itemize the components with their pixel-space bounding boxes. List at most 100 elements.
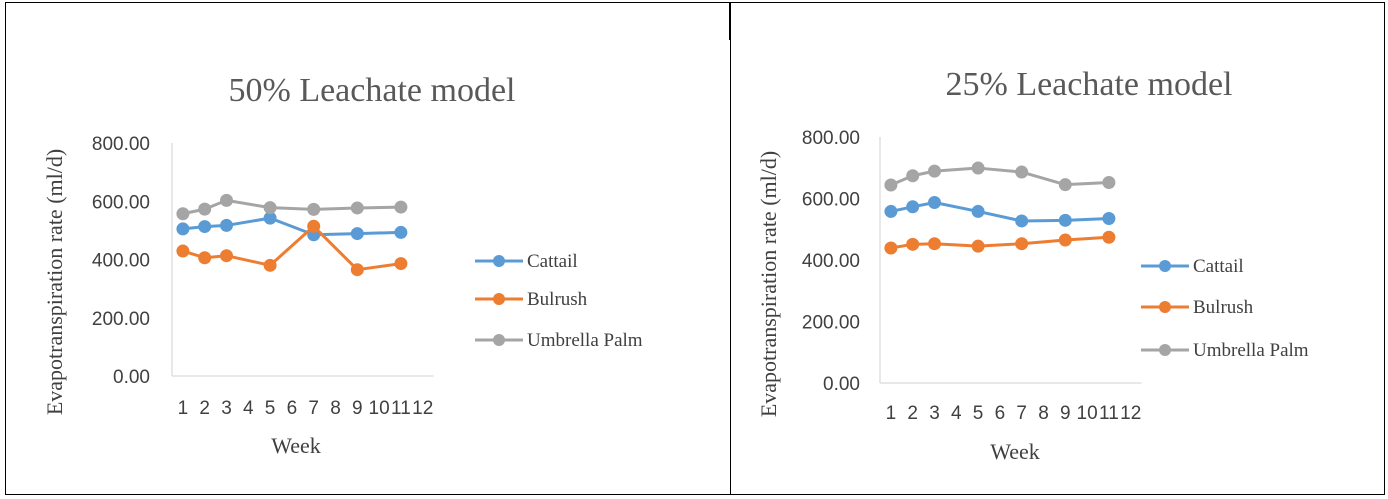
x-tick-label: 6 <box>287 398 298 419</box>
data-point <box>1015 237 1029 251</box>
series-line <box>890 235 1109 250</box>
data-point <box>906 169 920 183</box>
left-cell-border <box>5 2 731 495</box>
legend-swatch-marker <box>493 334 505 346</box>
data-point <box>198 220 212 234</box>
y-tick-label: 0.00 <box>823 374 860 395</box>
x-tick-label: 4 <box>243 398 254 419</box>
data-point <box>394 257 408 271</box>
y-tick-label: 0.00 <box>113 367 150 388</box>
x-axis-label: Week <box>990 439 1040 464</box>
legend-label: Umbrella Palm <box>1193 340 1309 361</box>
data-point <box>1102 176 1116 190</box>
legend-label: Bulrush <box>1193 297 1254 318</box>
series-line <box>890 200 1109 223</box>
y-axis-label: Evapotranspiration rate (ml/d) <box>756 151 781 417</box>
y-axis-label: Evapotranspiration rate (ml/d) <box>42 149 67 415</box>
x-tick-label: 2 <box>199 398 210 419</box>
cell-divider <box>729 2 731 40</box>
series-layer <box>884 161 1116 255</box>
x-tick-label: 12 <box>412 398 433 419</box>
y-tick-label: 200.00 <box>802 313 860 334</box>
series-line <box>890 166 1109 187</box>
data-point <box>350 263 364 277</box>
y-tick-label: 800.00 <box>92 134 150 155</box>
x-tick-label: 9 <box>352 398 363 419</box>
x-tick-labels: 1 2 3 4 5 6 7 8 9 10 11 12 <box>886 403 1142 424</box>
y-tick-labels: 0.00 200.00 400.00 600.00 800.00 <box>802 128 860 395</box>
chart-title: 50% Leachate model <box>229 72 516 109</box>
chart-25-percent-leachate: 25% Leachate model Evapotranspiration ra… <box>756 66 1309 464</box>
x-tick-label: 9 <box>1060 403 1071 424</box>
data-point <box>176 207 190 221</box>
data-point <box>928 237 941 251</box>
y-tick-label: 400.00 <box>802 251 860 272</box>
y-tick-label: 600.00 <box>92 192 150 213</box>
data-point <box>220 193 233 207</box>
x-tick-labels: 1 2 3 4 5 6 7 8 9 10 11 12 <box>178 398 434 419</box>
data-point <box>1058 178 1072 192</box>
axes <box>879 137 1142 384</box>
x-tick-label: 3 <box>929 403 940 424</box>
data-point <box>394 225 408 239</box>
x-tick-label: 10 <box>369 398 390 419</box>
legend: Cattail Bulrush Umbrella Palm <box>1141 256 1309 361</box>
data-point <box>928 195 941 209</box>
series-line <box>182 216 401 237</box>
data-point <box>1102 230 1116 244</box>
x-tick-label: 4 <box>951 403 962 424</box>
x-tick-label: 8 <box>1038 403 1049 424</box>
x-tick-label: 11 <box>1099 403 1119 424</box>
x-tick-label: 12 <box>1120 403 1141 424</box>
data-point <box>394 200 408 214</box>
data-point <box>884 241 898 255</box>
data-point <box>263 201 277 215</box>
series-line <box>182 198 401 216</box>
x-tick-label: 3 <box>221 398 232 419</box>
x-tick-label: 2 <box>907 403 918 424</box>
data-point <box>220 249 233 263</box>
legend-swatch-marker <box>1159 260 1171 272</box>
x-axis-label: Week <box>271 433 321 458</box>
data-point <box>176 244 190 258</box>
x-tick-label: 6 <box>995 403 1006 424</box>
x-tick-label: 10 <box>1077 403 1098 424</box>
y-tick-label: 400.00 <box>92 251 150 272</box>
data-point <box>1015 165 1029 179</box>
data-point <box>176 222 190 236</box>
data-point <box>928 164 941 178</box>
data-point <box>307 202 321 216</box>
legend-swatch-marker <box>1159 344 1171 356</box>
data-point <box>307 219 321 233</box>
y-tick-labels: 0.00 200.00 400.00 600.00 800.00 <box>92 134 150 388</box>
legend: Cattail Bulrush Umbrella Palm <box>475 251 643 351</box>
data-point <box>971 161 985 175</box>
chart-title: 25% Leachate model <box>946 66 1233 103</box>
data-point <box>350 201 364 215</box>
series-layer <box>176 193 408 277</box>
data-point <box>884 178 898 192</box>
legend-label: Bulrush <box>527 289 588 310</box>
legend-label: Umbrella Palm <box>527 330 643 351</box>
y-tick-label: 800.00 <box>802 128 860 149</box>
data-point <box>350 227 364 241</box>
data-point <box>971 239 985 253</box>
legend-label: Cattail <box>527 251 578 272</box>
data-point <box>906 237 920 251</box>
data-point <box>1058 213 1072 227</box>
x-tick-label: 11 <box>391 398 411 419</box>
x-tick-label: 5 <box>973 403 984 424</box>
y-tick-label: 200.00 <box>92 309 150 330</box>
y-tick-label: 600.00 <box>802 190 860 211</box>
data-point <box>198 251 212 265</box>
legend-swatch-marker <box>493 293 505 305</box>
x-tick-label: 7 <box>1016 403 1027 424</box>
data-point <box>1015 214 1029 228</box>
data-point <box>1102 211 1116 225</box>
legend-swatch-marker <box>493 255 505 267</box>
data-point <box>220 218 233 232</box>
data-point <box>1058 233 1072 247</box>
data-point <box>198 202 212 216</box>
data-point <box>906 200 920 214</box>
